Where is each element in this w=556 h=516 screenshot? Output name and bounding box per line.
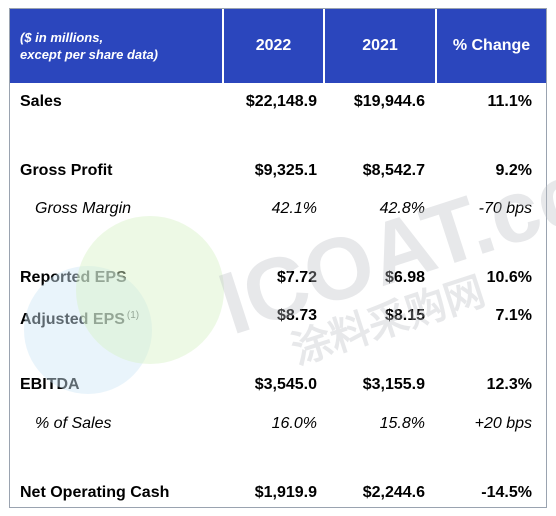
table-row-sales: Sales $22,148.9 $19,944.6 11.1% (10, 90, 546, 114)
table-header: ($ in millions, except per share data) 2… (10, 9, 546, 83)
row-change: 11.1% (487, 93, 532, 110)
row-value-2022: $1,919.9 (254, 484, 317, 501)
row-label: Gross Profit (20, 162, 113, 179)
table-row-pct-of-sales: % of Sales 16.0% 15.8% +20 bps (10, 412, 546, 436)
row-change: 7.1% (495, 307, 532, 324)
header-2022-label: 2022 (255, 37, 292, 54)
header-2021-label: 2021 (362, 37, 398, 54)
table-row-ebitda: EBITDA $3,545.0 $3,155.9 12.3% (10, 373, 546, 397)
row-value-2022: $8.73 (276, 307, 317, 324)
row-value-2022: $7.72 (276, 269, 317, 286)
row-value-2021: $2,244.6 (362, 484, 425, 501)
row-value-2022: 42.1% (271, 200, 317, 217)
header-description-line2: except per share data) (20, 47, 159, 62)
header-description: ($ in millions, except per share data) (10, 9, 222, 83)
table-row-net-operating-cash: Net Operating Cash $1,919.9 $2,244.6 -14… (10, 481, 546, 505)
header-2022: 2022 (222, 9, 323, 83)
row-label: Adjusted EPS (20, 311, 125, 328)
row-label-group: Adjusted EPS (1) (20, 304, 139, 332)
row-value-2021: 42.8% (379, 200, 425, 217)
row-change: 9.2% (495, 162, 532, 179)
row-value-2021: $8.15 (384, 307, 425, 324)
row-value-2022: $9,325.1 (254, 162, 317, 179)
row-value-2021: $8,542.7 (362, 162, 425, 179)
row-label: Gross Margin (35, 200, 132, 217)
row-value-2022: $22,148.9 (245, 93, 317, 110)
table-row-gross-margin: Gross Margin 42.1% 42.8% -70 bps (10, 197, 546, 221)
row-value-2021: $3,155.9 (362, 376, 425, 393)
row-value-2022: $3,545.0 (254, 376, 317, 393)
row-change: 12.3% (486, 376, 532, 393)
row-change: +20 bps (474, 415, 532, 432)
footnote-marker: (1) (126, 310, 140, 321)
row-value-2021: $6.98 (384, 269, 425, 286)
header-change: % Change (435, 9, 546, 83)
header-change-label: % Change (452, 37, 531, 54)
table-row-reported-eps: Reported EPS $7.72 $6.98 10.6% (10, 266, 546, 290)
row-value-2022: 16.0% (271, 415, 317, 432)
row-change: -14.5% (481, 484, 532, 501)
row-label: Net Operating Cash (20, 484, 170, 501)
row-change: -70 bps (478, 200, 532, 217)
row-change: 10.6% (486, 269, 532, 286)
row-label: Sales (20, 93, 62, 110)
row-value-2021: $19,944.6 (353, 93, 425, 110)
row-label: EBITDA (20, 376, 80, 393)
header-2021: 2021 (323, 9, 435, 83)
row-value-2021: 15.8% (379, 415, 425, 432)
row-label: Reported EPS (20, 269, 127, 286)
table-row-adjusted-eps: Adjusted EPS (1) $8.73 $8.15 7.1% (10, 304, 546, 328)
table-row-gross-profit: Gross Profit $9,325.1 $8,542.7 9.2% (10, 159, 546, 183)
row-label: % of Sales (35, 415, 112, 432)
financial-summary-table: ($ in millions, except per share data) 2… (9, 8, 547, 508)
header-description-line1: ($ in millions, (20, 30, 104, 45)
